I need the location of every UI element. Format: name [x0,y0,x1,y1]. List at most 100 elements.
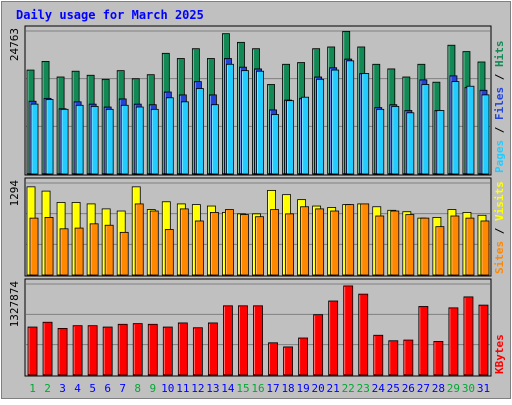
x-tick-label-13: 13 [206,382,219,395]
x-tick-label-25: 25 [387,382,400,395]
x-tick-label-15: 15 [236,382,249,395]
bar-pages-day-2 [45,99,54,175]
bar-kbytes-day-17 [268,342,278,376]
x-tick-label-11: 11 [176,382,189,395]
x-tick-label-2: 2 [44,382,51,395]
bars-hits-files-pages [26,30,490,175]
bar-sites-day-17 [270,209,279,276]
bar-kbytes-day-1 [27,326,38,376]
bar-kbytes-day-3 [57,327,68,376]
x-tick-label-3: 3 [59,382,66,395]
bar-kbytes-day-26 [403,339,414,376]
bar-sites-day-5 [89,223,99,276]
bar-sites-day-6 [104,224,114,276]
bar-kbytes-day-8 [132,323,143,376]
bar-sites-day-30 [465,217,475,276]
bar-pages-day-5 [90,106,99,175]
x-tick-label-24: 24 [372,382,386,395]
bar-kbytes-day-29 [448,307,459,376]
bar-kbytes-day-19 [298,337,309,376]
panel-hits-files-pages: 24763 Pages / Files / Hits [8,25,506,176]
series-label-hits: Hits [493,41,506,68]
bar-kbytes-day-4 [72,325,83,376]
bar-pages-day-22 [346,60,355,175]
bar-pages-day-14 [226,63,234,175]
bar-kbytes-day-20 [313,314,324,376]
bar-sites-day-14 [225,209,234,276]
bar-pages-day-1 [30,103,39,175]
series-label-visits: Visits [493,181,506,221]
bar-kbytes-day-5 [87,325,98,376]
bar-kbytes-day-15 [238,305,248,376]
bar-sites-day-27 [420,217,430,276]
bar-kbytes-day-6 [102,326,113,376]
bar-sites-day-13 [209,212,219,276]
bar-kbytes-day-13 [207,322,218,376]
bar-sites-day-1 [29,217,39,276]
bar-sites-day-9 [149,210,159,276]
bar-sites-day-23 [360,203,370,276]
bar-kbytes-day-18 [283,346,293,376]
series-label-kbytes: KBytes [493,334,506,374]
series-label-visits-sites: Sites / Visits [493,181,506,274]
x-tick-label-22: 22 [342,382,355,395]
chart-panels: 24763 Pages / Files / Hits 1294 Sites / Vis… [8,25,506,377]
x-tick-label-29: 29 [447,382,460,395]
bar-sites-day-26 [405,214,415,276]
bar-pages-day-28 [436,110,445,175]
bar-sites-day-12 [194,220,204,276]
bar-kbytes-day-11 [177,322,188,376]
x-tick-label-10: 10 [161,382,174,395]
bar-pages-day-4 [75,104,84,175]
series-label-separator: / [493,120,506,140]
bar-pages-day-8 [135,106,144,175]
ymax-label-visits-sites: 1294 [8,180,21,207]
series-label-sites: Sites [493,241,506,274]
bar-sites-day-31 [480,220,490,276]
bar-sites-day-19 [300,206,310,276]
x-tick-label-8: 8 [134,382,141,395]
bar-pages-day-9 [150,108,159,175]
bar-sites-day-7 [119,231,129,276]
x-tick-label-27: 27 [417,382,430,395]
bar-kbytes-day-21 [328,300,339,376]
series-label-files: Files [493,87,506,120]
bar-sites-day-8 [134,203,144,276]
x-tick-label-9: 9 [149,382,156,395]
x-tick-label-21: 21 [327,382,340,395]
x-tick-label-20: 20 [312,382,325,395]
x-axis-labels: 1 2 3 4 5 6 7 8 9 10 11 12 13 14 15 16 17 18 19 20 21 22 23 24 2… [29,382,490,395]
bar-pages-day-19 [301,96,310,175]
x-tick-label-7: 7 [119,382,126,395]
bar-kbytes-day-10 [162,326,173,376]
bar-kbytes-day-31 [478,304,489,376]
x-tick-label-16: 16 [251,382,264,395]
bar-kbytes-day-25 [388,340,399,376]
bar-sites-day-16 [255,216,264,276]
bar-pages-day-27 [421,84,430,175]
bar-sites-day-29 [450,215,460,276]
x-tick-label-5: 5 [89,382,96,395]
bar-pages-day-31 [481,94,490,175]
x-tick-label-19: 19 [296,382,309,395]
bar-pages-day-12 [195,88,204,175]
x-tick-label-30: 30 [462,382,475,395]
bar-sites-day-21 [330,210,340,276]
bar-pages-day-17 [271,114,279,175]
series-label-separator: / [493,221,506,241]
bar-kbytes-day-23 [358,293,369,376]
bar-kbytes-day-7 [117,323,128,376]
bar-sites-day-11 [179,208,189,276]
bar-pages-day-6 [105,108,114,175]
bar-sites-day-4 [74,227,84,276]
bar-pages-day-23 [361,73,370,175]
bar-sites-day-18 [285,213,294,276]
bar-pages-day-24 [376,108,385,175]
panel-visits-sites: 1294 Sites / Visits [8,177,506,277]
bar-pages-day-13 [210,104,219,175]
bar-pages-day-18 [286,100,294,175]
bar-kbytes-day-28 [433,341,444,376]
bar-kbytes-day-16 [253,305,263,376]
bar-sites-day-25 [390,210,400,276]
